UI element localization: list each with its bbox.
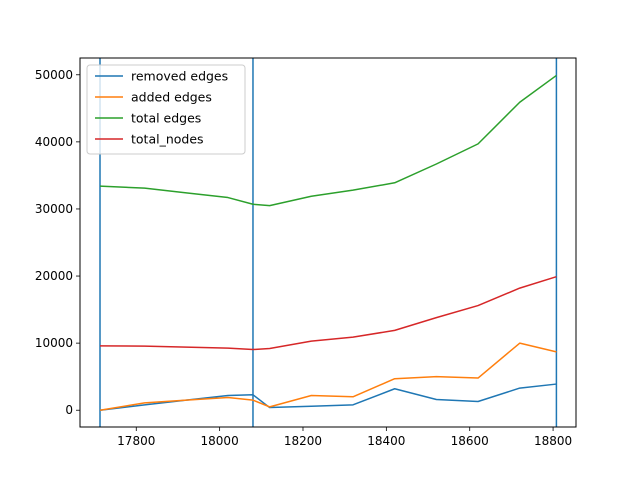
legend-label-0: removed edges: [131, 69, 228, 84]
x-tick-label-18400: 18400: [367, 434, 405, 448]
series-line-total-edges: [99, 74, 557, 207]
y-tick-label-0: 0: [65, 403, 73, 417]
legend-box: [86, 64, 246, 155]
x-tick-label-18600: 18600: [451, 434, 489, 448]
x-axis-ticks: 17800 18000 18200 18400 18600 18800: [117, 427, 572, 448]
x-tick-label-18000: 18000: [201, 434, 239, 448]
series-line-added-edges: [99, 342, 557, 411]
y-tick-label-10000: 10000: [35, 336, 73, 350]
x-tick-label-18800: 18800: [534, 434, 572, 448]
y-tick-label-20000: 20000: [35, 269, 73, 283]
series-line-total-nodes: [100, 276, 557, 351]
legend: removed edges added edges total edges total…: [86, 64, 246, 155]
x-tick-label-17800: 17800: [117, 434, 155, 448]
y-tick-label-50000: 50000: [35, 68, 73, 82]
x-tick-label-18200: 18200: [284, 434, 322, 448]
axes-frame: [79, 57, 577, 428]
y-tick-label-30000: 30000: [35, 202, 73, 216]
y-axis-ticks: 0 10000 20000 30000 40000 50000: [35, 68, 80, 417]
legend-label-1: added edges: [131, 90, 212, 105]
legend-label-3: total_nodes: [131, 132, 204, 147]
series-lines: [99, 74, 557, 411]
y-tick-label-40000: 40000: [35, 135, 73, 149]
legend-label-2: total edges: [131, 111, 201, 126]
